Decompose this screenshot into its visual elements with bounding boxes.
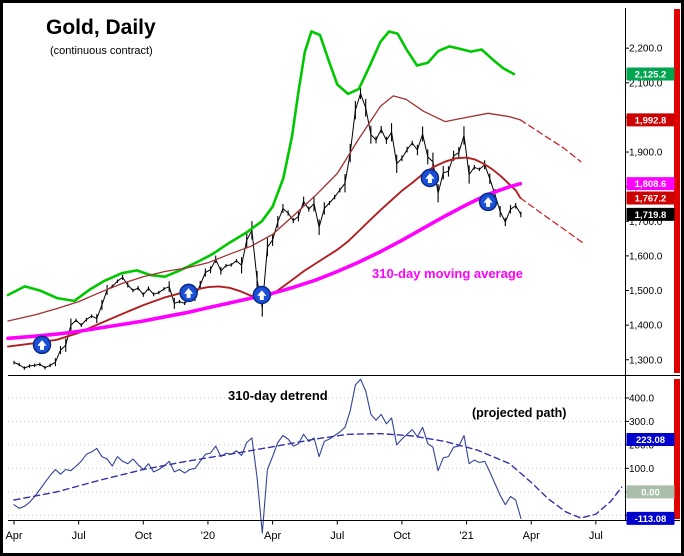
x-tick-label: Jul xyxy=(330,530,344,542)
projected-path-line xyxy=(13,432,623,519)
moving-average-annotation: 310-day moving average xyxy=(372,266,524,281)
y-tick-label: 1,900.0 xyxy=(629,148,663,159)
buy-signal-arrow-icon xyxy=(179,283,198,303)
y-tick-label: 1,700.0 xyxy=(629,217,663,228)
chart-title: Gold, Daily xyxy=(46,16,156,39)
projected-path-annotation: (projected path) xyxy=(472,406,567,420)
price-badge-label: 1,992.8 xyxy=(635,115,667,126)
buy-signal-arrow-icon xyxy=(32,335,52,355)
x-tick-label: Oct xyxy=(135,530,152,542)
detrend-badge xyxy=(626,511,675,525)
detrend-annotation: 310-day detrend xyxy=(228,388,328,403)
x-tick-label: Apr xyxy=(523,530,540,542)
x-tick-label: Jul xyxy=(589,530,603,542)
chart-subtitle: (continuous contract) xyxy=(50,45,153,57)
buy-signal-arrow-icon xyxy=(252,285,272,305)
y-tick-label: 400.0 xyxy=(629,393,654,404)
detrend-line xyxy=(13,378,522,534)
buy-signal-arrow-icon xyxy=(420,168,440,188)
y-tick-label: 2,100.0 xyxy=(629,78,663,89)
x-tick-label: '21 xyxy=(459,530,473,542)
detrend-badge-label: 223.08 xyxy=(636,435,665,446)
price-badge xyxy=(626,67,675,81)
detrend-badge-label: -113.08 xyxy=(635,514,667,525)
projected-lower-channel xyxy=(519,197,586,246)
price-badge xyxy=(626,207,675,221)
right-red-strip-top xyxy=(674,9,680,373)
price-badge-label: 1,767.2 xyxy=(635,194,667,205)
y-tick-label: 1,400.0 xyxy=(629,321,663,332)
y-tick-label: 1,600.0 xyxy=(629,251,663,262)
x-tick-label: Jul xyxy=(72,530,86,542)
detrend-badge xyxy=(626,432,675,446)
green-overlay-line xyxy=(6,30,516,303)
price-badge xyxy=(626,191,675,205)
310-day-moving-average xyxy=(6,181,523,341)
price-badge xyxy=(626,177,675,191)
x-tick-label: Apr xyxy=(264,530,281,542)
x-tick-label: Apr xyxy=(5,530,22,542)
projected-upper-channel xyxy=(519,119,582,163)
price-badge-label: 2,125.2 xyxy=(635,70,667,81)
detrend-badge-label: 0.00 xyxy=(641,487,660,498)
price-badge-label: 1,719.8 xyxy=(635,210,667,221)
x-tick-label: '20 xyxy=(201,530,215,542)
y-tick-label: 300.0 xyxy=(629,417,654,428)
price-badge-label: 1,808.6 xyxy=(635,179,667,190)
y-tick-label: 1,300.0 xyxy=(629,355,663,366)
right-red-strip-bottom xyxy=(674,379,680,519)
buy-signal-arrow-icon xyxy=(478,192,498,212)
detrend-badge xyxy=(626,485,675,499)
y-tick-label: 2,200.0 xyxy=(629,44,663,55)
y-tick-label: 1,500.0 xyxy=(629,286,663,297)
upper-channel-line xyxy=(7,95,522,322)
red-moving-average xyxy=(7,156,522,348)
price-badge xyxy=(626,113,675,127)
y-tick-label: 100.0 xyxy=(629,464,654,475)
x-tick-label: Oct xyxy=(393,530,410,542)
